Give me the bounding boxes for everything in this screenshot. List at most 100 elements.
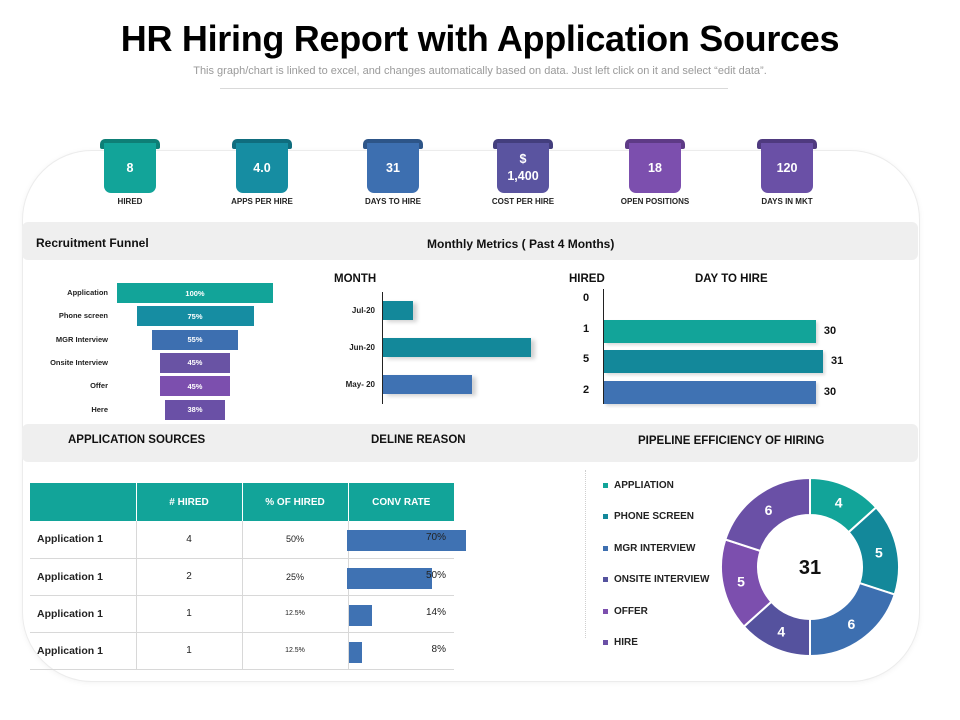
legend-item: OFFER	[603, 606, 648, 617]
legend-swatch	[603, 640, 608, 645]
donut-center-label: 31	[799, 557, 821, 579]
day-to-hire-header: DAY TO HIRE	[695, 273, 768, 285]
hired-value: 1	[583, 322, 590, 335]
funnel-bar: 75%	[136, 306, 254, 327]
table-row: Application 1 1 12.5% 14%	[30, 595, 454, 633]
month-header: MONTH	[334, 273, 377, 285]
row-name: Application 1	[30, 632, 137, 670]
donut-slice-label: 6	[848, 616, 856, 632]
day-to-hire-value: 30	[823, 324, 837, 337]
kpi-label: HIRED	[117, 197, 143, 206]
month-bar	[383, 375, 472, 394]
funnel-title: Recruitment Funnel	[36, 236, 149, 250]
kpi-card: 4.0 APPS PER HIRE	[231, 139, 293, 209]
kpi-label: DAYS TO HIRE	[364, 197, 421, 206]
legend-item: APPLIATION	[603, 480, 674, 491]
kpi-value: 18	[629, 143, 681, 193]
row-conv: 50%	[346, 558, 454, 596]
legend-label: MGR INTERVIEW	[614, 542, 696, 554]
table-header-hired: # HIRED	[136, 483, 243, 521]
conv-value: 70%	[425, 532, 446, 543]
conv-bar	[346, 530, 466, 551]
table-header-pct: % OF HIRED	[242, 483, 349, 521]
day-to-hire-value: 30	[823, 385, 837, 398]
kpi-value: 120	[761, 143, 813, 193]
funnel-label: Here	[91, 404, 108, 414]
divider-dotted	[585, 470, 586, 638]
kpi-card: 8 HIRED	[100, 139, 160, 209]
row-name: Application 1	[30, 558, 137, 596]
donut-slice	[724, 476, 811, 553]
monthly-title: Monthly Metrics ( Past 4 Months)	[427, 237, 615, 251]
table-row: Application 1 1 12.5% 8%	[30, 632, 454, 670]
pipeline-donut: 4 5 6 4 5 6 31	[720, 476, 900, 658]
funnel-bar: 100%	[117, 283, 273, 303]
donut-slice-label: 6	[765, 502, 773, 518]
row-pct: 25%	[242, 558, 349, 596]
kpi-value: 4.0	[236, 143, 288, 193]
table-header-row: # HIRED % OF HIRED CONV RATE	[30, 483, 454, 521]
row-conv: 70%	[346, 521, 466, 559]
kpi-card: 18 OPEN POSITIONS	[621, 139, 689, 209]
funnel-label: Offer	[90, 381, 108, 391]
day-to-hire-axis	[603, 289, 604, 404]
row-name: Application 1	[30, 521, 137, 559]
legend-label: OFFER	[614, 605, 648, 617]
day-to-hire-value: 31	[831, 355, 844, 367]
legend-item: ONSITE INTERVIEW	[603, 574, 709, 585]
table-header-conv: CONV RATE	[348, 483, 454, 521]
donut-slice-label: 4	[777, 623, 785, 639]
row-hired: 1	[136, 632, 243, 670]
legend-label: APPLIATION	[614, 480, 674, 491]
funnel-bar: 38%	[165, 399, 225, 420]
row-conv: 8%	[347, 632, 454, 670]
monthly-axis	[382, 292, 383, 404]
funnel-bar: 55%	[152, 329, 238, 350]
kpi-card: $1,400 COST PER HIRE	[492, 139, 554, 209]
row-pct: 50%	[242, 521, 349, 559]
conv-bar	[348, 641, 363, 663]
month-bar	[383, 338, 531, 357]
hired-value: 2	[583, 383, 590, 396]
pipeline-title: PIPELINE EFFICIENCY OF HIRING	[638, 435, 825, 447]
table-header-empty	[30, 483, 137, 521]
donut-slice-label: 5	[875, 544, 883, 560]
row-hired: 1	[136, 595, 243, 633]
hired-header: HIRED	[569, 273, 605, 285]
conv-value: 8%	[431, 643, 446, 655]
day-to-hire-bar	[604, 350, 823, 373]
kpi-value: 31	[367, 143, 419, 193]
row-pct: 12.5%	[242, 595, 349, 633]
title-divider	[220, 88, 728, 89]
row-pct: 12.5%	[242, 632, 349, 670]
legend-item: MGR INTERVIEW	[603, 543, 695, 554]
conv-value: 50%	[425, 569, 446, 581]
conv-bar	[346, 567, 432, 589]
section-band-bottom	[22, 424, 918, 462]
legend-label: PHONE SCREEN	[614, 511, 695, 523]
month-label: Jun-20	[349, 343, 375, 352]
row-hired: 4	[136, 521, 243, 559]
kpi-label: OPEN POSITIONS	[620, 197, 690, 206]
month-label: May- 20	[345, 380, 375, 389]
app-sources-title: APPLICATION SOURCES	[68, 434, 206, 446]
kpi-label: APPS PER HIRE	[231, 197, 293, 206]
conv-bar	[348, 604, 373, 626]
legend-swatch	[603, 514, 608, 520]
kpi-label: COST PER HIRE	[491, 197, 555, 206]
table-row: Application 1 4 50% 70%	[30, 521, 466, 559]
funnel-label: Application	[67, 288, 108, 297]
table-row: Application 1 2 25% 50%	[30, 558, 454, 596]
kpi-card: 120 DAYS IN MKT	[757, 139, 817, 209]
funnel-label: MGR Interview	[55, 334, 108, 344]
day-to-hire-bar	[604, 319, 816, 343]
legend-swatch	[603, 608, 608, 614]
row-name: Application 1	[30, 595, 137, 633]
legend-swatch	[603, 483, 608, 488]
kpi-value: $1,400	[497, 143, 549, 193]
application-sources-table: # HIRED % OF HIRED CONV RATE Application…	[30, 483, 466, 670]
legend-label: HIRE	[614, 637, 638, 648]
month-label: Jul-20	[351, 306, 375, 315]
donut-slice-label: 5	[737, 574, 745, 590]
page-subtitle: This graph/chart is linked to excel, and…	[193, 65, 767, 77]
